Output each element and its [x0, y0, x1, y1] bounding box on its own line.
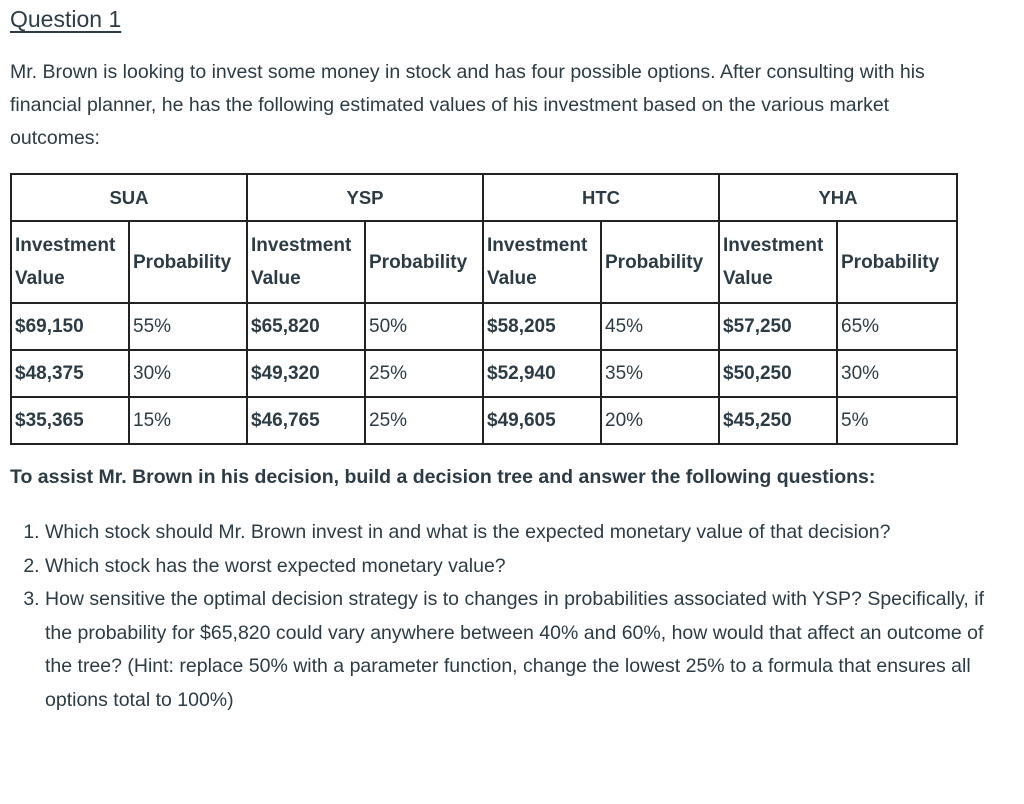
table-cell: 25% [364, 396, 484, 445]
probability-header: Probability [836, 220, 958, 304]
table-cell: 35% [600, 349, 720, 398]
investment-value-header: Investment Value [482, 220, 602, 304]
list-item: How sensitive the optimal decision strat… [45, 583, 985, 717]
intro-paragraph: Mr. Brown is looking to invest some mone… [10, 61, 925, 149]
table-cell: 30% [128, 349, 248, 398]
column-header-row: Investment Value Probability Investment … [10, 220, 958, 304]
table-cell: $46,765 [246, 396, 366, 445]
table-cell: $52,940 [482, 349, 602, 398]
table-cell: $35,365 [10, 396, 130, 445]
table-cell: 5% [836, 396, 958, 445]
table-cell: $50,250 [718, 349, 838, 398]
group-header-sua: SUA [10, 173, 248, 222]
group-header-row: SUA YSP HTC YHA [10, 173, 958, 222]
table-cell: 50% [364, 302, 484, 351]
instructions-heading: To assist Mr. Brown in his decision, bui… [10, 466, 876, 488]
table-cell: $49,320 [246, 349, 366, 398]
question-title: Question 1 [10, 6, 122, 32]
investment-value-header: Investment Value [246, 220, 366, 304]
investment-value-header: Investment Value [10, 220, 130, 304]
table-cell: $58,205 [482, 302, 602, 351]
table-cell: $69,150 [10, 302, 130, 351]
table-cell: $49,605 [482, 396, 602, 445]
table-cell: $57,250 [718, 302, 838, 351]
probability-header: Probability [364, 220, 484, 304]
list-item: Which stock has the worst expected monet… [45, 550, 985, 584]
table-cell: 25% [364, 349, 484, 398]
group-header-yha: YHA [718, 173, 958, 222]
table-cell: $65,820 [246, 302, 366, 351]
probability-header: Probability [600, 220, 720, 304]
table-cell: 55% [128, 302, 248, 351]
table-cell: $45,250 [718, 396, 838, 445]
table-row: $35,365 15% $46,765 25% $49,605 20% $45,… [10, 396, 958, 445]
table-cell: 20% [600, 396, 720, 445]
table-cell: 65% [836, 302, 958, 351]
group-header-ysp: YSP [246, 173, 484, 222]
probability-header: Probability [128, 220, 248, 304]
group-header-htc: HTC [482, 173, 720, 222]
investment-table: SUA YSP HTC YHA Investment Value Probabi… [10, 173, 958, 445]
investment-value-header: Investment Value [718, 220, 838, 304]
table-cell: 45% [600, 302, 720, 351]
table-cell: $48,375 [10, 349, 130, 398]
table-cell: 15% [128, 396, 248, 445]
table-row: $69,150 55% $65,820 50% $58,205 45% $57,… [10, 302, 958, 351]
questions-list: Which stock should Mr. Brown invest in a… [10, 516, 985, 717]
table-row: $48,375 30% $49,320 25% $52,940 35% $50,… [10, 349, 958, 398]
table-cell: 30% [836, 349, 958, 398]
list-item: Which stock should Mr. Brown invest in a… [45, 516, 985, 550]
